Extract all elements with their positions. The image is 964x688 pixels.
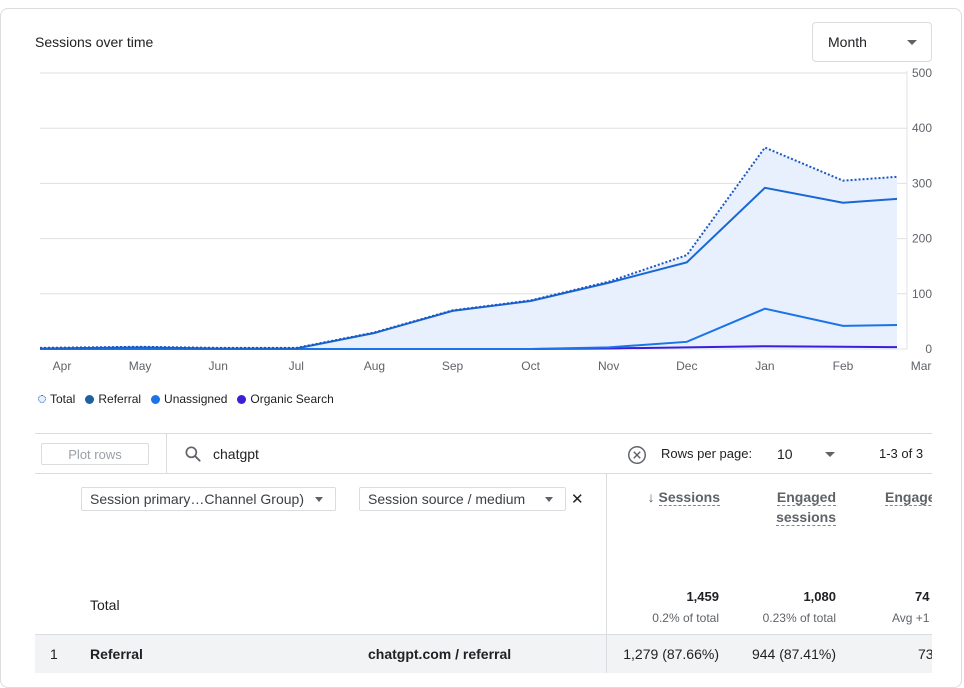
- total-sessions-pct: 0.2% of total: [600, 611, 719, 625]
- secondary-dimension-select[interactable]: Session source / medium: [359, 487, 566, 511]
- total-row-label: Total: [90, 597, 120, 613]
- x-tick-label: Mar: [911, 359, 932, 373]
- legend-item[interactable]: Unassigned: [151, 392, 227, 406]
- row-engaged-value: 944: [752, 646, 775, 662]
- chevron-down-icon: [907, 40, 917, 45]
- total-engaged: 1,080: [736, 589, 836, 604]
- primary-dimension-select[interactable]: Session primary…Channel Group): [81, 487, 336, 511]
- legend-label: Unassigned: [164, 392, 227, 406]
- sessions-line-chart: 0 100 200 300 400 500 Apr May Jun Jul Aug Sep Oct Nov…: [0, 60, 964, 380]
- row-sessions-value: 1,279: [623, 646, 658, 662]
- y-tick-label: 400: [912, 121, 932, 135]
- engaged-header-line2: sessions: [776, 509, 836, 526]
- x-tick-label: Aug: [364, 359, 385, 373]
- period-dropdown-value: Month: [828, 34, 867, 50]
- y-tick-label: 500: [912, 66, 932, 80]
- legend-swatch: [151, 395, 160, 404]
- sessions-header-label: Sessions: [659, 489, 720, 506]
- plot-rows-button[interactable]: Plot rows: [41, 443, 149, 465]
- total-engaged-pct: 0.23% of total: [716, 611, 836, 625]
- search-input[interactable]: chatgpt: [213, 446, 259, 462]
- y-tick-label: 300: [912, 176, 932, 190]
- legend-swatch: [85, 395, 94, 404]
- table-row[interactable]: 1 Referral chatgpt.com / referral 1,279 …: [35, 634, 932, 673]
- legend-label: Total: [50, 392, 75, 406]
- row-index: 1: [50, 646, 58, 662]
- chevron-down-icon[interactable]: [825, 452, 835, 457]
- period-dropdown[interactable]: Month: [812, 22, 932, 62]
- row-sessions: 1,279 (87.66%): [620, 646, 719, 662]
- pagination-status: 1-3 of 3: [879, 446, 923, 461]
- y-tick-label: 100: [912, 287, 932, 301]
- chevron-down-icon: [545, 497, 553, 502]
- engaged-header-line1: Engaged: [777, 489, 836, 506]
- total-engagement-sub: Avg +1: [860, 611, 932, 625]
- chart-legend: Total Referral Unassigned Organic Search: [38, 392, 334, 406]
- x-tick-label: Oct: [521, 359, 540, 373]
- rows-per-page-label: Rows per page:: [661, 446, 752, 461]
- remove-dimension-icon[interactable]: ✕: [571, 490, 584, 508]
- divider: [166, 434, 167, 474]
- y-tick-label: 200: [912, 232, 932, 246]
- x-tick-label: Feb: [833, 359, 854, 373]
- row-source[interactable]: chatgpt.com / referral: [368, 646, 511, 662]
- x-tick-label: Nov: [598, 359, 619, 373]
- search-icon: [183, 444, 203, 464]
- row-engaged: 944 (87.41%): [735, 646, 836, 662]
- sessions-column-header[interactable]: ↓ Sessions: [620, 487, 720, 507]
- legend-label: Organic Search: [250, 392, 333, 406]
- x-tick-label: Dec: [676, 359, 697, 373]
- row-engaged-pct: (87.41%): [779, 646, 836, 662]
- row-channel: Referral: [90, 646, 143, 662]
- legend-swatch: [38, 395, 46, 403]
- x-tick-label: May: [129, 359, 152, 373]
- rows-per-page-select[interactable]: 10: [777, 446, 793, 462]
- legend-item[interactable]: Organic Search: [237, 392, 333, 406]
- clear-search-icon[interactable]: [626, 444, 648, 466]
- legend-swatch: [237, 395, 246, 404]
- legend-label: Referral: [98, 392, 141, 406]
- table-toolbar: Plot rows chatgpt Rows per page: 10 1-3 …: [35, 434, 932, 474]
- row-engagement: 73: [918, 646, 932, 662]
- total-sessions: 1,459: [620, 589, 719, 604]
- legend-item[interactable]: Total: [38, 392, 75, 406]
- x-tick-label: Jan: [755, 359, 774, 373]
- chart-title: Sessions over time: [35, 34, 153, 50]
- x-tick-label: Apr: [53, 359, 72, 373]
- legend-item[interactable]: Referral: [85, 392, 141, 406]
- engagement-header-label: Engage: [885, 489, 932, 506]
- total-engagement: 74: [860, 589, 932, 604]
- primary-dimension-label: Session primary…Channel Group): [90, 491, 304, 507]
- x-tick-label: Jun: [209, 359, 228, 373]
- row-sessions-pct: (87.66%): [662, 646, 719, 662]
- x-tick-label: Jul: [289, 359, 304, 373]
- area-fill: [40, 148, 921, 349]
- x-tick-label: Sep: [442, 359, 464, 373]
- chevron-down-icon: [315, 497, 323, 502]
- sort-desc-icon: ↓: [648, 489, 655, 505]
- engaged-sessions-column-header[interactable]: Engaged sessions: [736, 487, 836, 527]
- secondary-dimension-label: Session source / medium: [368, 491, 525, 507]
- column-divider: [606, 635, 607, 673]
- engagement-column-header[interactable]: Engage: [860, 487, 932, 507]
- y-tick-label: 0: [925, 342, 932, 356]
- plot-area: [40, 148, 921, 349]
